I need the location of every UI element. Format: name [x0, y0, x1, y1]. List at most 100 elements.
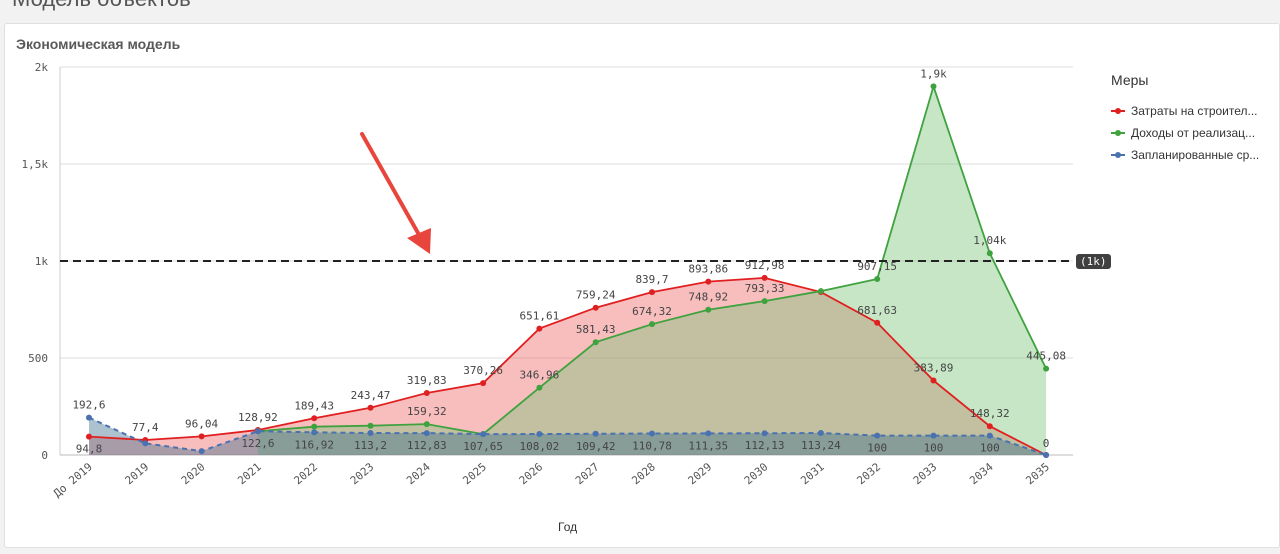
x-tick-label: 2026 [517, 460, 546, 487]
data-label: 651,61 [520, 310, 560, 323]
data-point [874, 276, 881, 283]
arrow-head [407, 228, 431, 254]
data-label: 1,04k [973, 234, 1006, 247]
data-label: 100 [924, 442, 944, 455]
data-point [311, 415, 318, 422]
x-axis-title: Год [558, 520, 578, 534]
legend: Меры Затраты на строител... Доходы от ре… [1111, 72, 1276, 166]
data-label: 108,02 [520, 440, 560, 453]
data-label: 112,13 [745, 439, 785, 452]
data-point [817, 288, 824, 295]
data-label: 893,86 [688, 263, 728, 276]
x-tick-label: До 2019 [51, 460, 95, 500]
data-point [761, 430, 768, 437]
legend-marker-icon [1111, 128, 1125, 138]
legend-item-costs[interactable]: Затраты на строител... [1111, 100, 1276, 122]
x-tick-label: 2025 [460, 460, 489, 487]
data-point [367, 430, 374, 437]
x-tick-label: 2030 [742, 460, 771, 487]
data-point [986, 432, 993, 439]
data-point [423, 389, 430, 396]
data-label: 681,63 [857, 304, 897, 317]
data-point [142, 440, 149, 447]
data-label: 128,92 [238, 411, 278, 424]
data-label: 107,65 [463, 440, 503, 453]
data-point [367, 422, 374, 429]
arrow-shaft [360, 132, 424, 242]
data-point [874, 319, 881, 326]
data-label: 96,04 [185, 417, 218, 430]
data-point [311, 423, 318, 430]
legend-item-revenue[interactable]: Доходы от реализац... [1111, 122, 1276, 144]
data-point [817, 430, 824, 437]
data-point [423, 421, 430, 428]
reference-line-label: (1k) [1076, 254, 1111, 269]
data-label: 0 [1043, 437, 1050, 450]
data-label: 148,32 [970, 407, 1010, 420]
data-label: 122,6 [241, 437, 274, 450]
data-label: 100 [867, 442, 887, 455]
data-label: 192,6 [72, 399, 105, 412]
data-label: 113,24 [801, 439, 841, 452]
data-label: 370,26 [463, 364, 503, 377]
data-point [705, 306, 712, 313]
data-point [930, 377, 937, 384]
data-label: 189,43 [294, 399, 334, 412]
series-points [86, 83, 1050, 458]
series-line-0 [88, 276, 1047, 456]
legend-marker-icon [1111, 106, 1125, 116]
data-label: 77,4 [132, 421, 159, 434]
x-tick-label: 2027 [573, 460, 602, 487]
legend-label: Доходы от реализац... [1131, 126, 1256, 140]
x-tick-label: 2020 [179, 460, 208, 487]
data-label: 839,7 [635, 273, 668, 286]
data-labels: 94,8 77,4 96,04 128,92 189,43 243,47 319,83 370… [72, 67, 1066, 455]
data-label: 100 [980, 442, 1000, 455]
x-tick-label: 2034 [967, 460, 996, 487]
data-point [649, 321, 655, 328]
data-label: 113,2 [354, 439, 387, 452]
x-tick-label: 2029 [686, 460, 715, 487]
data-point [423, 430, 430, 437]
data-label: 445,08 [1026, 350, 1066, 363]
data-point [198, 448, 205, 455]
data-point [311, 429, 318, 436]
data-point [86, 414, 92, 421]
y-tick-label: 1,5k [22, 158, 49, 171]
data-label: 759,24 [576, 289, 616, 302]
data-point [592, 430, 599, 437]
x-tick-label: 2028 [629, 460, 658, 487]
x-tick-label: 2035 [1023, 460, 1052, 487]
series-line-2 [88, 416, 1047, 456]
data-label: 912,98 [745, 259, 785, 272]
data-label: 346,96 [520, 369, 560, 382]
data-label: 748,92 [688, 291, 728, 304]
data-point [86, 433, 92, 440]
legend-item-planned[interactable]: Запланированные ср... [1111, 144, 1276, 166]
data-point [930, 432, 937, 439]
data-point [592, 339, 599, 346]
data-point [705, 278, 712, 285]
data-point [649, 289, 655, 296]
data-label: 674,32 [632, 305, 672, 318]
grid-lines [59, 66, 1073, 456]
data-label: 383,89 [914, 362, 954, 375]
data-label: 111,35 [688, 439, 728, 452]
x-tick-label: 2032 [854, 460, 883, 487]
y-tick-label: 500 [28, 352, 48, 365]
data-label: 116,92 [294, 438, 334, 451]
data-point [649, 430, 655, 437]
x-tick-label: 2031 [798, 460, 827, 487]
data-point [536, 431, 543, 438]
legend-label: Запланированные ср... [1131, 148, 1260, 162]
data-point [198, 433, 205, 440]
data-label: 907,15 [857, 260, 897, 273]
data-point [761, 274, 768, 281]
y-tick-label: 0 [41, 449, 48, 462]
data-label: 112,83 [407, 439, 447, 452]
data-point [536, 384, 543, 391]
series-area-2 [89, 417, 1047, 455]
data-label: 1,9k [920, 67, 947, 80]
data-point [761, 298, 768, 305]
